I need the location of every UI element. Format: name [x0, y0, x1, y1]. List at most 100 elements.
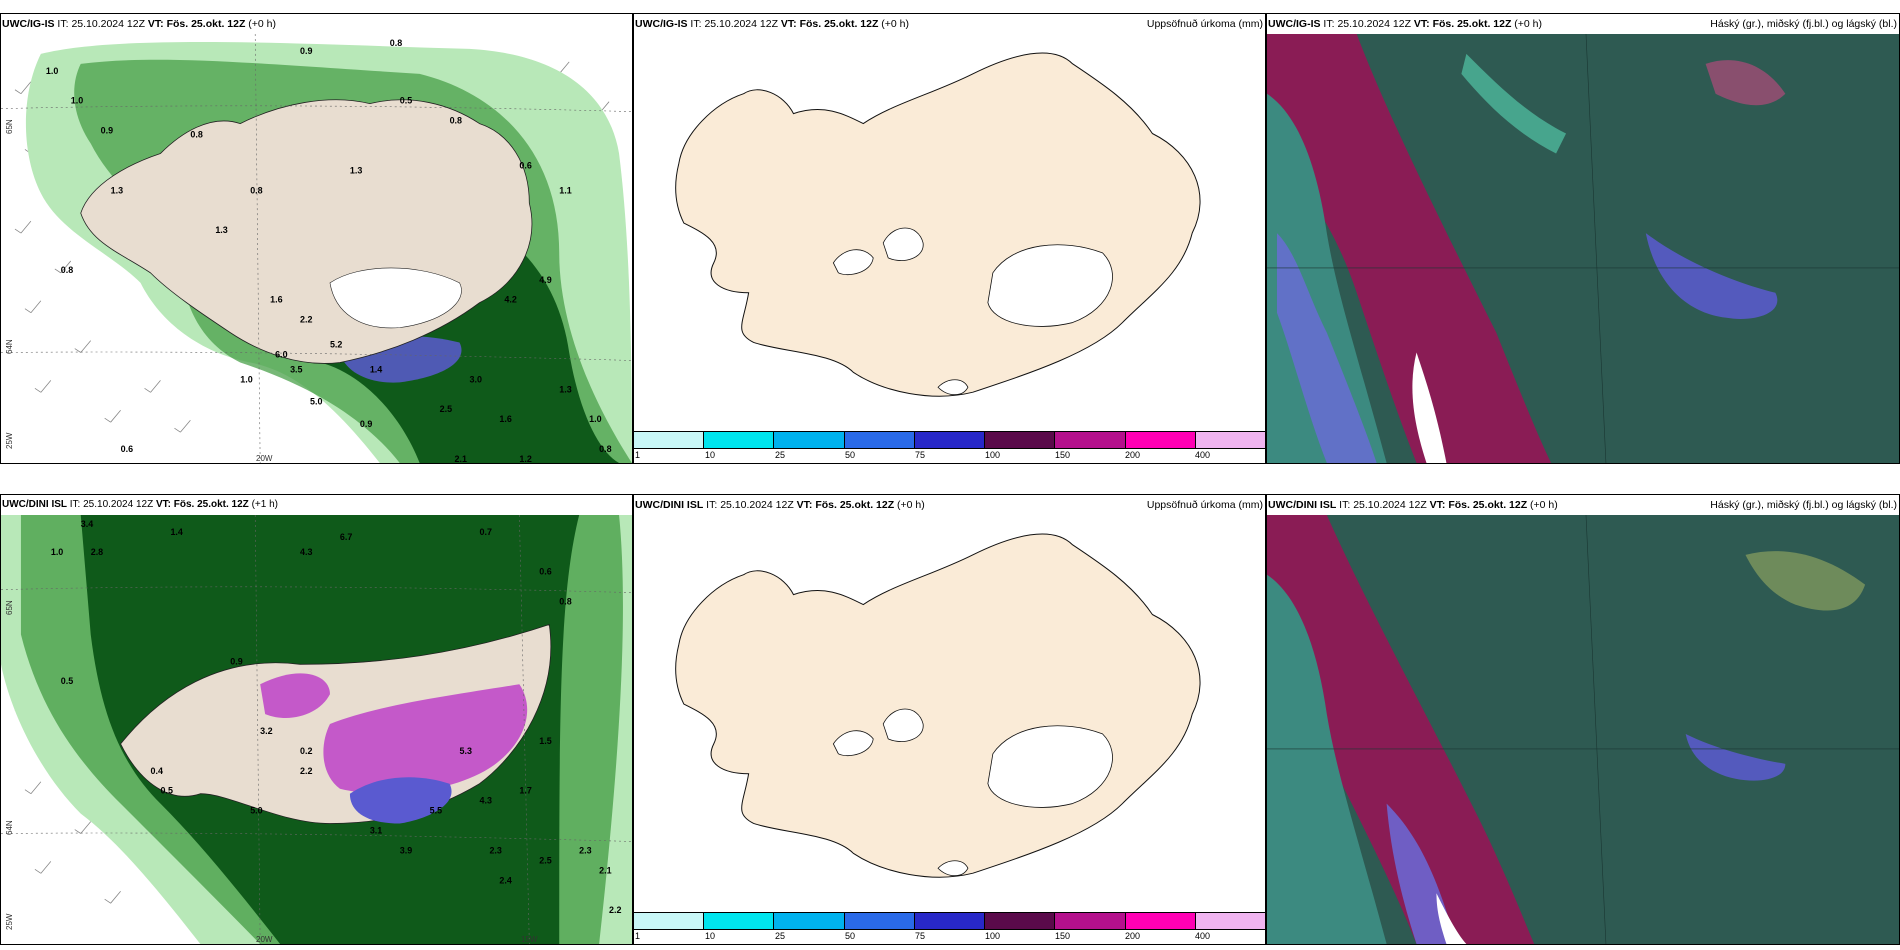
accum-precip-map[interactable]	[634, 515, 1265, 914]
accum-precip-map[interactable]	[634, 34, 1265, 433]
valid-time: Fös. 25.okt. 12Z	[173, 499, 249, 510]
init-time: 25.10.2024 12Z	[704, 18, 778, 30]
colorbar-seg-3	[773, 913, 844, 929]
svg-text:4.2: 4.2	[504, 295, 516, 305]
lat-label-65n: 65N	[5, 119, 14, 134]
panel-header: UWC/DINI ISL IT: 25.10.2024 12Z VT: Fös.…	[1268, 495, 1897, 515]
svg-text:1.0: 1.0	[46, 66, 58, 76]
glacier-myrdalsjokull	[937, 379, 969, 396]
svg-text:5.0: 5.0	[310, 396, 322, 406]
model-name: UWC/DINI ISL	[635, 499, 704, 511]
iceland-outline	[675, 533, 1201, 878]
cloud-white-patch	[1436, 893, 1467, 944]
colorbar-seg-5	[913, 913, 985, 929]
field-title: Háský (gr.), miðský (fj.bl.) og lágský (…	[1710, 499, 1897, 511]
iceland-outline	[675, 52, 1201, 397]
valid-time: Fös. 25.okt. 12Z	[166, 18, 246, 30]
colorbar-seg-8	[1124, 432, 1195, 448]
colorbar	[634, 912, 1265, 930]
model-name: UWC/DINI ISL	[2, 499, 67, 510]
svg-text:2.2: 2.2	[300, 315, 312, 325]
glacier-hofsjokull	[832, 249, 874, 276]
svg-text:0.5: 0.5	[160, 786, 172, 796]
model-name: UWC/DINI ISL	[1268, 499, 1337, 511]
lead-time: (+0 h)	[1514, 18, 1543, 30]
panel-header: UWC/IG-IS IT: 25.10.2024 12Z VT: Fös. 25…	[2, 18, 277, 30]
svg-text:1.3: 1.3	[215, 225, 227, 235]
svg-text:1.0: 1.0	[71, 96, 83, 106]
grid-lines	[1267, 515, 1899, 944]
glacier-langjokull	[882, 227, 924, 261]
valid-time: Fös. 25.okt. 12Z	[799, 18, 879, 30]
grid-lines	[1267, 34, 1899, 463]
precip-magenta-area-2	[260, 673, 330, 718]
lon-label-20w: 20W	[256, 935, 273, 944]
colorbar-ticks: 1 10 25 50 75 100 150 200 400	[635, 450, 1211, 460]
svg-text:2.2: 2.2	[609, 905, 621, 915]
svg-text:1.3: 1.3	[559, 384, 571, 394]
svg-text:5.0: 5.0	[250, 806, 262, 816]
svg-text:0.4: 0.4	[151, 766, 163, 776]
svg-text:0.8: 0.8	[190, 130, 202, 140]
graticule	[1, 515, 632, 944]
svg-text:2.3: 2.3	[489, 845, 501, 855]
colorbar-seg-2	[703, 913, 774, 929]
valid-time: Fös. 25.okt. 12Z	[1448, 499, 1528, 511]
panel-precip-ig-is-wind: UWC/IG-IS IT: 25.10.2024 12Z VT: Fös. 25…	[0, 13, 633, 464]
svg-text:3.0: 3.0	[470, 374, 482, 384]
clouds-map[interactable]	[1267, 34, 1899, 463]
svg-text:0.5: 0.5	[400, 96, 412, 106]
svg-text:1.1: 1.1	[559, 185, 571, 195]
init-time: 25.10.2024 12Z	[720, 499, 794, 511]
colorbar-seg-1	[634, 913, 704, 929]
panel-accum-precip-ig-is: UWC/IG-IS IT: 25.10.2024 12Z VT: Fös. 25…	[633, 13, 1266, 464]
colorbar-seg-4	[843, 432, 914, 448]
cloud-olive-patch	[1745, 551, 1866, 611]
cloud-blue-patch	[1685, 733, 1786, 781]
svg-text:0.8: 0.8	[390, 38, 402, 48]
colorbar-ticks: 1 10 25 50 75 100 150 200 400	[635, 931, 1211, 941]
svg-text:1.3: 1.3	[111, 185, 123, 195]
colorbar-seg-8	[1124, 913, 1195, 929]
low-cloud-area	[1276, 233, 1377, 463]
svg-text:1.6: 1.6	[270, 295, 282, 305]
high-cloud-band	[1267, 515, 1535, 944]
model-name: UWC/IG-IS	[1268, 18, 1321, 30]
field-title: Háský (gr.), miðský (fj.bl.) og lágský (…	[1710, 18, 1897, 30]
accum-precip-map-svg	[675, 52, 1201, 397]
svg-text:2.2: 2.2	[300, 766, 312, 776]
cloud-red-patch	[1705, 60, 1786, 106]
svg-text:1.4: 1.4	[370, 364, 382, 374]
svg-text:0.6: 0.6	[519, 160, 531, 170]
colorbar-seg-6	[984, 913, 1055, 929]
svg-text:2.1: 2.1	[599, 865, 611, 875]
high-cloud-band	[1267, 34, 1552, 463]
svg-text:0.2: 0.2	[300, 746, 312, 756]
lead-time: (+0 h)	[881, 18, 910, 30]
svg-text:0.9: 0.9	[101, 126, 113, 136]
svg-text:5.3: 5.3	[460, 746, 472, 756]
graticule	[1, 34, 632, 463]
precip-wind-map[interactable]: 3.4 1.0 2.8 1.4 4.3 6.7 0.7 0.6 0.8 0.5 0.9 0.2 …	[1, 515, 632, 944]
init-time: 25.10.2024 12Z	[83, 499, 154, 510]
colorbar-seg-9	[1194, 432, 1265, 448]
model-name: UWC/IG-IS	[635, 18, 688, 30]
colorbar-seg-3	[773, 432, 844, 448]
svg-text:0.9: 0.9	[300, 46, 312, 56]
glacier-langjokull	[882, 708, 924, 742]
svg-text:0.5: 0.5	[61, 676, 73, 686]
panel-header: UWC/IG-IS IT: 25.10.2024 12Z VT: Fös. 25…	[635, 14, 1263, 34]
lead-time: (+0 h)	[897, 499, 925, 511]
svg-text:2.4: 2.4	[499, 875, 511, 885]
precip-wind-map[interactable]: 1.0 1.0 0.9 0.8 1.3 0.8 0.9 0.8 0.5 0.8 0.6 1.1 …	[1, 34, 632, 463]
clouds-map[interactable]	[1267, 515, 1899, 944]
svg-text:0.8: 0.8	[559, 597, 571, 607]
colorbar-seg-7	[1054, 432, 1125, 448]
svg-text:1.2: 1.2	[519, 454, 531, 463]
precip-values: 1.01.00.9 0.81.30.8 0.90.80.5 0.80.61.1 …	[46, 38, 612, 463]
glacier-vatnajokull	[987, 725, 1113, 808]
valid-time: Fös. 25.okt. 12Z	[1432, 18, 1512, 30]
accum-precip-map-svg	[675, 533, 1201, 878]
svg-text:0.9: 0.9	[360, 419, 372, 429]
svg-text:0.8: 0.8	[450, 116, 462, 126]
